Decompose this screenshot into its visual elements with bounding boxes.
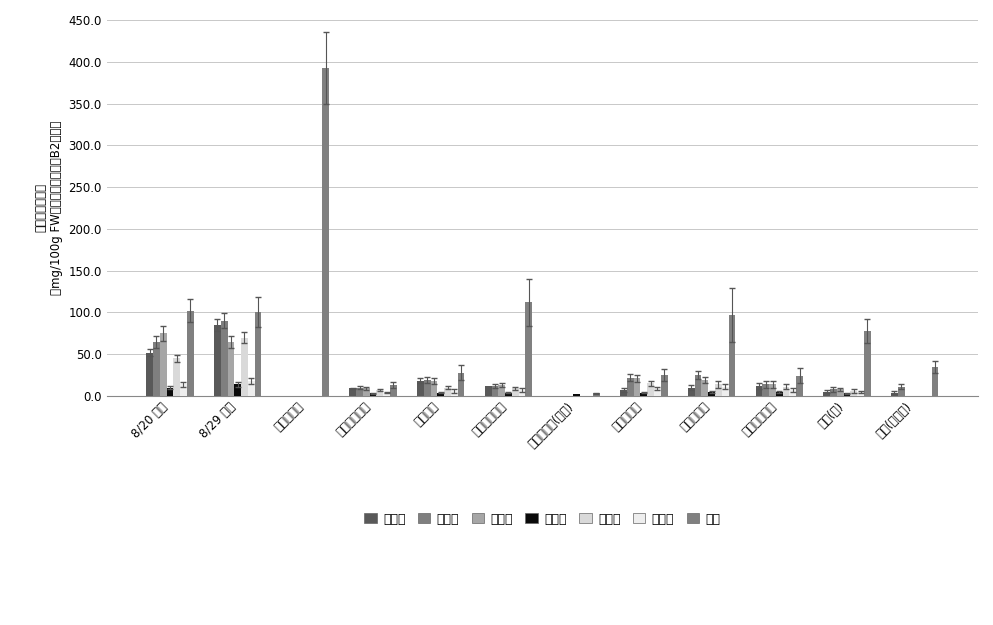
Bar [451, 391, 458, 396]
Bar [174, 358, 180, 396]
Bar [898, 387, 905, 396]
Bar [830, 389, 837, 396]
Bar [350, 389, 356, 396]
Bar [593, 394, 600, 396]
Bar [660, 375, 667, 396]
Bar [498, 385, 505, 396]
Bar [220, 321, 227, 396]
Bar [417, 381, 424, 396]
Bar [688, 388, 695, 396]
Bar [708, 392, 715, 396]
Bar [640, 392, 647, 396]
Bar [160, 333, 167, 396]
Bar [796, 376, 803, 396]
Bar [153, 342, 160, 396]
Bar [376, 390, 383, 396]
Legend: ２量体, ３量体, ４量体, ５量体, ６量体, ７量体, 総量: ２量体, ３量体, ４量体, ５量体, ６量体, ７量体, 総量 [359, 508, 726, 531]
Bar [722, 387, 729, 396]
Bar [823, 392, 830, 396]
Bar [146, 352, 153, 396]
Bar [729, 315, 735, 396]
Bar [647, 384, 654, 396]
Y-axis label: プロシアニジン
（mg/100g FW，プロシアニジンB2当量）: プロシアニジン （mg/100g FW，プロシアニジンB2当量） [35, 121, 63, 295]
Bar [756, 386, 763, 396]
Bar [864, 331, 871, 396]
Bar [782, 387, 789, 396]
Bar [362, 389, 369, 396]
Bar [213, 325, 220, 396]
Bar [187, 311, 194, 396]
Bar [444, 388, 451, 396]
Bar [770, 384, 776, 396]
Bar [573, 394, 580, 396]
Bar [634, 379, 640, 396]
Bar [844, 394, 850, 396]
Bar [485, 386, 492, 396]
Bar [167, 388, 174, 396]
Bar [241, 338, 248, 396]
Bar [695, 375, 701, 396]
Bar [701, 380, 708, 396]
Bar [227, 342, 234, 396]
Bar [234, 384, 241, 396]
Bar [525, 302, 532, 396]
Bar [518, 390, 525, 396]
Bar [248, 381, 254, 396]
Bar [180, 384, 187, 396]
Bar [492, 386, 498, 396]
Bar [837, 389, 844, 396]
Bar [857, 392, 864, 396]
Bar [431, 381, 437, 396]
Bar [891, 392, 898, 396]
Bar [254, 312, 261, 396]
Bar [369, 394, 376, 396]
Bar [627, 378, 634, 396]
Bar [511, 389, 518, 396]
Bar [390, 385, 397, 396]
Bar [424, 380, 431, 396]
Bar [715, 384, 722, 396]
Bar [383, 392, 390, 396]
Bar [850, 391, 857, 396]
Bar [323, 68, 329, 396]
Bar [776, 392, 782, 396]
Bar [789, 390, 796, 396]
Bar [763, 384, 770, 396]
Bar [458, 372, 465, 396]
Bar [654, 389, 660, 396]
Bar [356, 388, 362, 396]
Bar [505, 392, 511, 396]
Bar [931, 367, 938, 396]
Bar [437, 392, 444, 396]
Bar [621, 390, 627, 396]
